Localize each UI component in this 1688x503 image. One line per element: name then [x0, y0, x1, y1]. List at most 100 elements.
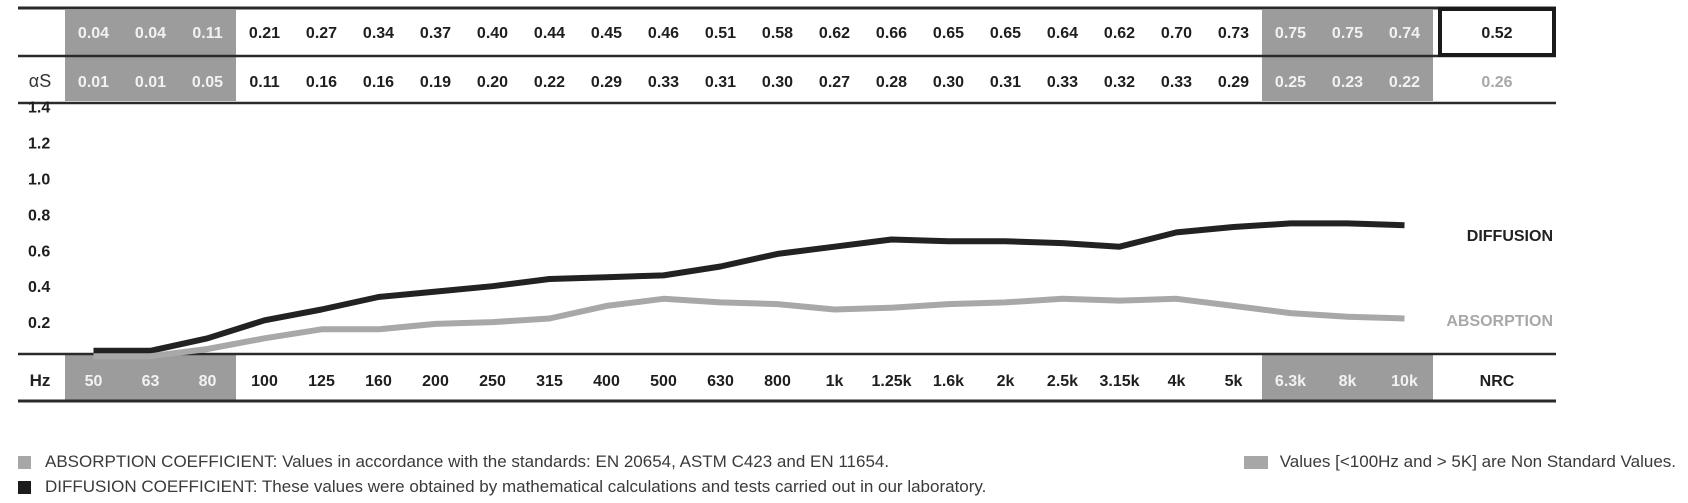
frequency-row-label: Hz: [30, 371, 51, 390]
frequency-tick-label: 4k: [1168, 373, 1186, 390]
diffusion-value-cell: 0.74: [1389, 25, 1420, 42]
absorption-value-cell: 0.32: [1104, 74, 1135, 91]
nonstandard-cell-block: [65, 355, 236, 401]
frequency-tick-label: 1.6k: [933, 373, 964, 390]
nonstandard-cell-block: [65, 10, 236, 55]
absorption-value-cell: 0.25: [1275, 74, 1306, 91]
y-axis-tick-label: 0.8: [28, 207, 50, 224]
nrc-column-label: NRC: [1480, 373, 1515, 390]
absorption-value-cell: 0.05: [192, 74, 223, 91]
frequency-tick-label: 125: [308, 373, 335, 390]
frequency-tick-label: 6.3k: [1275, 373, 1306, 390]
frequency-tick-label: 80: [199, 373, 217, 390]
frequency-tick-label: 63: [142, 373, 160, 390]
frequency-tick-label: 10k: [1391, 373, 1418, 390]
diffusion-value-cell: 0.40: [477, 25, 508, 42]
frequency-tick-label: 2.5k: [1047, 373, 1078, 390]
absorption-value-cell: 0.16: [306, 74, 337, 91]
absorption-value-cell: 0.19: [420, 74, 451, 91]
nonstandard-cell-block: [1262, 355, 1433, 401]
diffusion-value-cell: 0.65: [990, 25, 1021, 42]
absorption-value-cell: 0.22: [534, 74, 565, 91]
absorption-value-cell: 0.33: [648, 74, 679, 91]
y-axis-tick-label: 0.4: [28, 279, 50, 296]
diffusion-value-cell: 0.37: [420, 25, 451, 42]
diffusion-series-label: DIFFUSION: [1467, 228, 1553, 245]
nonstandard-cell-block: [1262, 56, 1433, 101]
nonstandard-cell-block: [65, 56, 236, 101]
absorption-value-cell: 0.27: [819, 74, 850, 91]
frequency-tick-label: 800: [764, 373, 791, 390]
absorption-value-cell: 0.30: [762, 74, 793, 91]
diffusion-value-cell: 0.11: [192, 25, 222, 42]
frequency-tick-label: 400: [593, 373, 620, 390]
frequency-tick-label: 100: [251, 373, 278, 390]
diffusion-value-cell: 0.70: [1161, 25, 1192, 42]
absorption-value-cell: 0.22: [1389, 74, 1420, 91]
absorption-value-cell: 0.33: [1161, 74, 1192, 91]
diffusion-value-cell: 0.75: [1332, 25, 1363, 42]
diffusion-value-cell: 0.62: [1104, 25, 1135, 42]
nrc-diffusion-value: 0.52: [1481, 25, 1512, 42]
diffusion-line: [93, 220, 1405, 354]
frequency-tick-label: 1k: [826, 373, 844, 390]
diffusion-value-cell: 0.04: [135, 25, 166, 42]
diffusion-legend-swatch: [18, 480, 31, 494]
diffusion-legend-text: DIFFUSION COEFFICIENT: These values were…: [45, 477, 987, 496]
absorption-value-cell: 0.31: [705, 74, 736, 91]
absorption-value-cell: 0.31: [990, 74, 1021, 91]
frequency-tick-label: 1.25k: [871, 373, 911, 390]
y-axis-tick-label: 1.2: [28, 136, 50, 153]
diffusion-value-cell: 0.62: [819, 25, 850, 42]
absorption-value-cell: 0.29: [591, 74, 622, 91]
absorption-value-cell: 0.20: [477, 74, 508, 91]
frequency-tick-label: 3.15k: [1099, 373, 1139, 390]
absorption-value-cell: 0.30: [933, 74, 964, 91]
diffusion-value-cell: 0.46: [648, 25, 679, 42]
absorption-legend: ABSORPTION COEFFICIENT: Values in accord…: [18, 452, 889, 472]
absorption-value-cell: 0.33: [1047, 74, 1078, 91]
diffusion-value-cell: 0.58: [762, 25, 793, 42]
absorption-series-label: ABSORPTION: [1446, 313, 1553, 330]
y-axis-tick-label: 1.4: [28, 100, 50, 117]
nonstandard-cell-block: [1262, 10, 1433, 55]
absorption-value-cell: 0.16: [363, 74, 394, 91]
y-axis-tick-label: 0.6: [28, 243, 50, 260]
diffusion-value-cell: 0.34: [363, 25, 394, 42]
diffusion-value-cell: 0.04: [78, 25, 109, 42]
absorption-value-cell: 0.28: [876, 74, 907, 91]
frequency-tick-label: 8k: [1339, 373, 1357, 390]
frequency-tick-label: 500: [650, 373, 677, 390]
frequency-tick-label: 315: [536, 373, 563, 390]
absorption-row-label: αS: [29, 71, 51, 91]
y-axis-tick-label: 1.0: [28, 172, 50, 189]
absorption-value-cell: 0.11: [249, 74, 279, 91]
nrc-absorption-value: 0.26: [1481, 74, 1512, 91]
diffusion-value-cell: 0.65: [933, 25, 964, 42]
diffusion-value-cell: 0.73: [1218, 25, 1249, 42]
frequency-tick-label: 2k: [997, 373, 1015, 390]
frequency-tick-label: 50: [85, 373, 103, 390]
frequency-tick-label: 200: [422, 373, 449, 390]
nonstandard-legend-swatch: [1243, 455, 1268, 469]
absorption-legend-swatch: [18, 455, 31, 469]
diffusion-value-cell: 0.64: [1047, 25, 1078, 42]
nonstandard-legend: Values [<100Hz and > 5K] are Non Standar…: [1243, 452, 1676, 472]
diffusion-value-cell: 0.45: [591, 25, 622, 42]
absorption-value-cell: 0.29: [1218, 74, 1249, 91]
absorption-value-cell: 0.01: [78, 74, 109, 91]
diffusion-value-cell: 0.21: [249, 25, 280, 42]
frequency-tick-label: 160: [365, 373, 392, 390]
absorption-line: [93, 295, 1405, 360]
nonstandard-legend-text: Values [<100Hz and > 5K] are Non Standar…: [1279, 452, 1676, 471]
diffusion-value-cell: 0.44: [534, 25, 565, 42]
diffusion-value-cell: 0.51: [705, 25, 736, 42]
absorption-value-cell: 0.23: [1332, 74, 1363, 91]
frequency-tick-label: 250: [479, 373, 506, 390]
nrc-highlight-box: [1438, 7, 1556, 57]
frequency-tick-label: 630: [707, 373, 734, 390]
diffusion-value-cell: 0.66: [876, 25, 907, 42]
absorption-value-cell: 0.01: [135, 74, 166, 91]
absorption-legend-text: ABSORPTION COEFFICIENT: Values in accord…: [45, 452, 890, 471]
